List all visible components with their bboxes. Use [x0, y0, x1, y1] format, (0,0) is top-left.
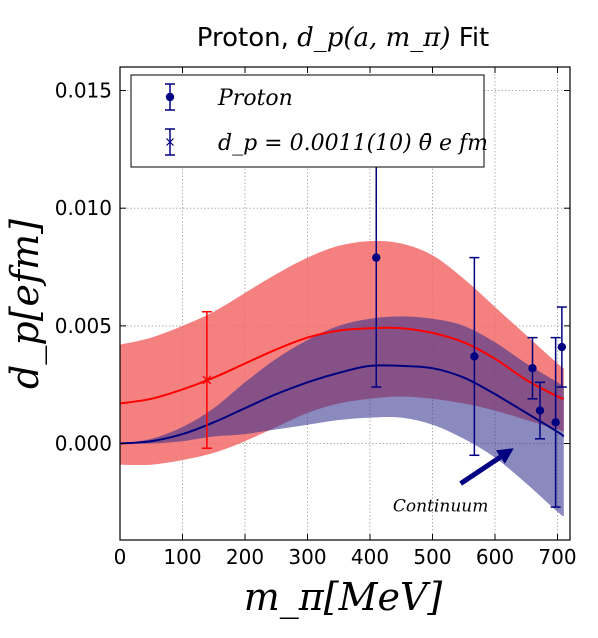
continuum-arrow-head — [495, 448, 514, 464]
x-axis-label: m_π[MeV] — [244, 575, 443, 620]
legend-marker-circle — [165, 92, 175, 102]
continuum-fit-line — [119, 326, 565, 405]
legend: Proton d_p = 0.0011(10) θ̄ e fm — [130, 74, 488, 168]
x-tick-label: 100 — [163, 545, 201, 569]
y-tick-label: 0.000 — [55, 432, 112, 456]
lattice-point-marker — [470, 352, 479, 361]
x-tick-label: 0 — [114, 545, 127, 569]
x-tick-label: 600 — [476, 545, 514, 569]
lattice-point-marker — [372, 253, 381, 262]
legend-box — [130, 74, 485, 168]
lattice-point-marker — [551, 418, 560, 427]
axis-ticks: 0 100 200 300 400 500 600 700 0.000 0.005 0.010 0.0… — [55, 67, 577, 569]
lattice-fit-line — [119, 364, 565, 445]
lattice-point-marker — [557, 342, 567, 352]
lattice-fit-band — [120, 316, 564, 517]
x-tick-label: 300 — [288, 545, 326, 569]
data-points — [201, 127, 567, 508]
y-tick-label: 0.010 — [55, 196, 112, 220]
x-tick-label: 200 — [226, 545, 264, 569]
chart-title-math: d_p(a, m_π) — [297, 23, 450, 53]
x-tick-label: 700 — [538, 545, 576, 569]
y-axis-label: d_p[efm] — [3, 219, 48, 389]
continuum-arrow-shaft — [459, 454, 502, 486]
legend-label: d_p = 0.0011(10) θ̄ e fm — [218, 131, 488, 156]
x-tick-label: 400 — [351, 545, 389, 569]
y-tick-label: 0.015 — [55, 79, 112, 103]
legend-label: Proton — [217, 86, 293, 111]
fit-lines — [119, 326, 565, 445]
chart-title-prefix: Proton, — [197, 23, 297, 53]
lattice-point-marker — [535, 406, 545, 415]
annotation: Continuum — [393, 448, 514, 517]
chart-title: Proton, d_p(a, m_π) Fit — [197, 23, 489, 53]
lattice-point-marker — [528, 364, 537, 373]
chart-title-suffix: Fit — [450, 23, 489, 53]
x-tick-label: 500 — [413, 545, 451, 569]
fit-bands — [120, 240, 564, 517]
plot-frame — [119, 66, 571, 541]
continuum-annotation-label: Continuum — [393, 497, 488, 517]
y-tick-label: 0.005 — [55, 314, 112, 338]
legend-marker-x — [166, 138, 174, 146]
lattice-band-group — [120, 316, 564, 517]
continuum-point-marker — [202, 375, 212, 385]
